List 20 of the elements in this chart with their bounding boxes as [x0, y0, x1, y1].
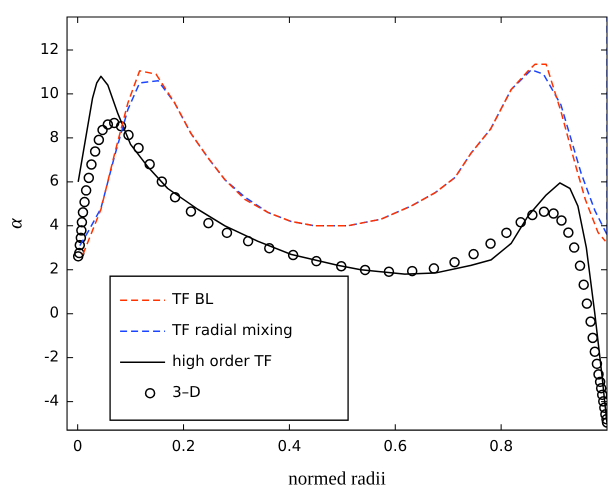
y-tick-label: 2 [50, 260, 60, 278]
y-tick-label: 8 [50, 128, 60, 146]
legend-label: TF radial mixing [171, 321, 293, 340]
y-tick-label: 0 [50, 304, 60, 322]
y-tick-label: 6 [50, 172, 60, 190]
x-axis-title: normed radii [288, 468, 386, 490]
x-tick-label: 0.4 [277, 437, 302, 456]
y-tick-label: 4 [50, 216, 60, 234]
legend-label: high order TF [172, 352, 272, 370]
y-axis-title: α [4, 218, 26, 229]
x-tick-label: 0.6 [383, 437, 408, 456]
x-tick-label: 0 [72, 437, 82, 456]
legend-label: TF BL [171, 290, 214, 308]
y-tick-label: -2 [44, 348, 60, 366]
legend-label: 3–D [172, 383, 201, 402]
y-tick-label: 12 [40, 40, 60, 58]
y-tick-label: 10 [40, 84, 60, 102]
x-tick-label: 0.8 [489, 437, 514, 456]
y-tick-label: -4 [44, 392, 60, 410]
x-tick-label: 0.2 [172, 437, 196, 456]
